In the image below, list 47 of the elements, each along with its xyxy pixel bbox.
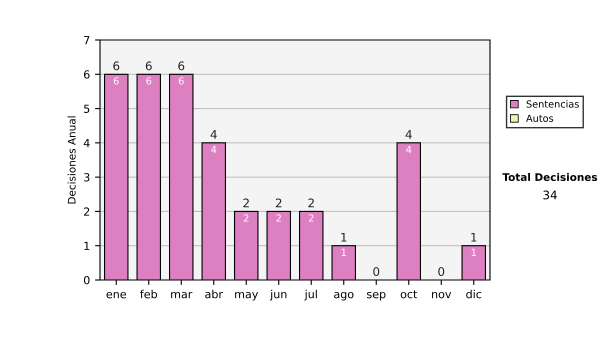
y-tick-label: 3 xyxy=(84,173,90,182)
x-tick-label: jun xyxy=(270,290,286,300)
data-label: 1 xyxy=(472,248,476,256)
legend-label: Sentencias xyxy=(526,100,579,108)
total-label: 1 xyxy=(341,232,346,242)
data-label: 2 xyxy=(308,214,314,222)
total-label: 6 xyxy=(113,61,120,70)
total-label: 2 xyxy=(276,198,282,208)
x-tick-label: sep xyxy=(367,292,386,300)
x-tick-label: abr xyxy=(205,290,223,298)
x-tick-label: mar xyxy=(171,292,192,298)
total-label: 2 xyxy=(308,198,314,208)
data-label: 4 xyxy=(406,146,412,153)
y-axis-title: Decisiones Anual xyxy=(68,116,76,204)
total-label: 6 xyxy=(178,61,184,70)
y-tick-label: 2 xyxy=(84,207,90,216)
data-label: 1 xyxy=(342,248,346,256)
y-tick-label: 0 xyxy=(84,276,90,284)
x-tick-label: feb xyxy=(140,290,158,298)
text: 34 xyxy=(543,190,557,200)
data-label: 2 xyxy=(276,214,281,222)
total-label: 6 xyxy=(146,61,152,70)
y-tick-label: 1 xyxy=(84,242,90,250)
data-label: 6 xyxy=(114,77,119,85)
y-tick-label: 7 xyxy=(84,36,90,44)
x-tick-label: may xyxy=(235,292,258,300)
x-tick-label: dic xyxy=(466,290,482,298)
y-tick-label: 6 xyxy=(84,70,90,79)
x-tick-label: oct xyxy=(400,290,418,298)
x-tick-label: ene xyxy=(106,292,126,298)
total-label: 2 xyxy=(243,198,249,208)
legend-label: Autos xyxy=(526,114,554,122)
y-tick-label: 5 xyxy=(84,104,90,113)
total-label: 1 xyxy=(471,232,476,242)
total-label: 0 xyxy=(373,267,380,276)
x-tick-label: nov xyxy=(432,292,452,298)
text: Total Decisiones xyxy=(502,172,598,182)
data-label: 2 xyxy=(244,214,248,222)
data-label: 4 xyxy=(211,146,216,153)
y-tick-label: 4 xyxy=(84,138,90,148)
total-label: 4 xyxy=(210,130,217,139)
data-label: 6 xyxy=(178,77,184,85)
x-tick-label: jul xyxy=(304,290,317,300)
total-label: 0 xyxy=(438,267,444,276)
data-label: 6 xyxy=(146,77,152,85)
total-label: 4 xyxy=(406,130,412,139)
x-tick-label: ago xyxy=(334,292,354,300)
